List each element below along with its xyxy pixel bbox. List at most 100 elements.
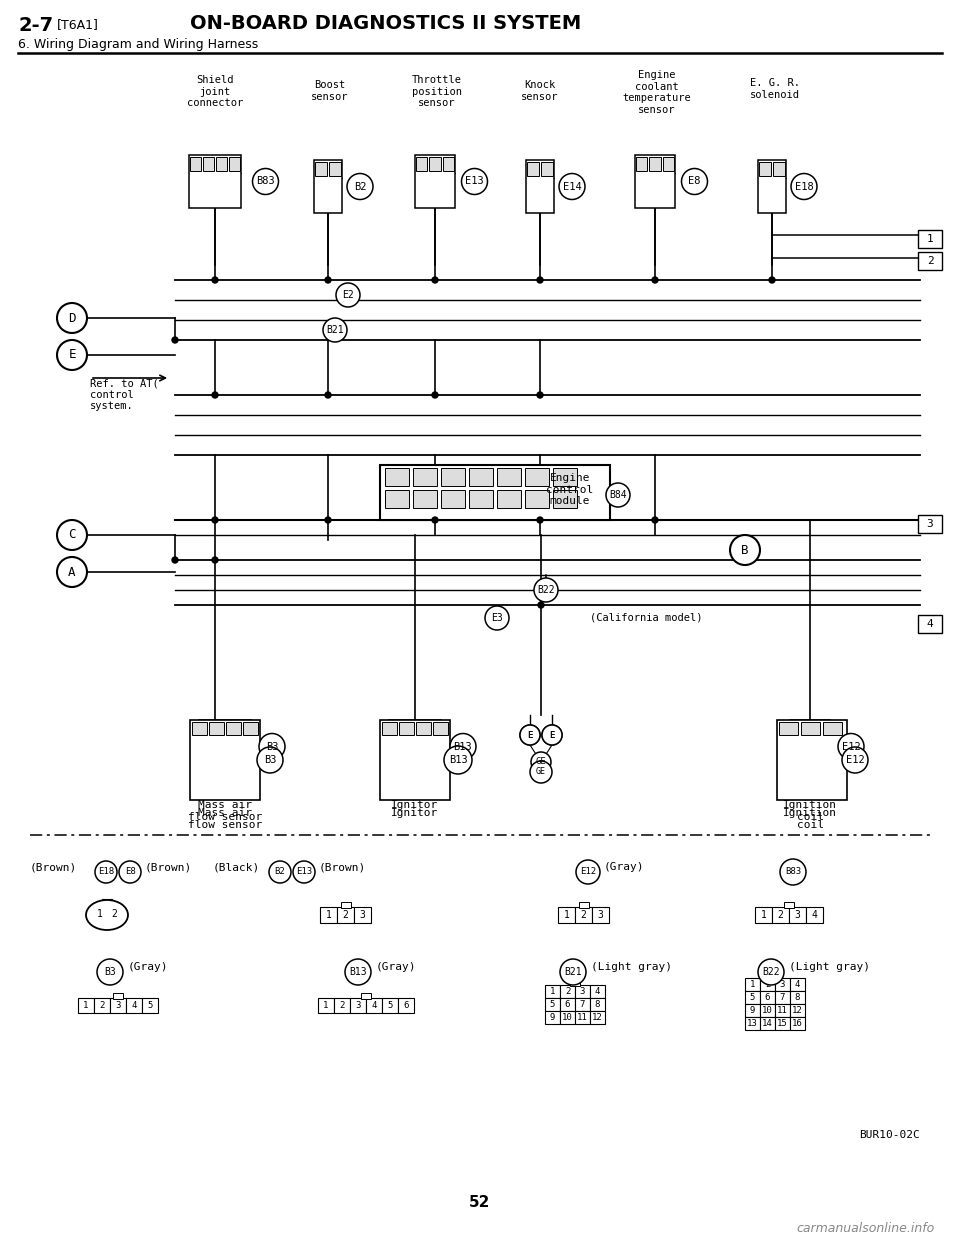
Bar [213,722,224,737]
Text: Knock
sensor: Knock sensor [521,79,559,102]
Text: 1: 1 [564,910,569,920]
Text: 3: 3 [355,1001,361,1010]
Text: B: B [741,544,749,556]
Text: 12: 12 [792,1006,803,1015]
Bar [415,155,455,207]
Text: E: E [549,730,555,739]
Circle shape [212,517,218,523]
Circle shape [780,859,806,886]
Circle shape [325,517,331,523]
Text: Ref. to AT(
control
system.: Ref. to AT( control system. [90,378,158,411]
Bar [380,720,450,800]
Text: C: C [68,529,76,542]
Text: (Brown): (Brown) [145,862,192,872]
Bar [354,907,371,923]
Circle shape [95,861,117,883]
Text: 4: 4 [926,619,933,628]
Bar [575,999,590,1011]
Circle shape [606,483,630,507]
Circle shape [537,277,543,283]
Bar [337,907,354,923]
Text: E: E [527,730,533,739]
Text: E12: E12 [846,755,864,765]
Circle shape [57,303,87,333]
Bar [78,999,94,1013]
Text: Mass air
flow sensor: Mass air flow sensor [188,800,262,822]
Text: 2: 2 [111,909,117,919]
Circle shape [325,392,331,397]
Bar [190,720,260,800]
Bar [801,722,820,735]
Bar [755,907,772,923]
Bar [334,999,350,1013]
Circle shape [269,861,291,883]
Text: (Light gray): (Light gray) [591,963,672,972]
Bar [200,722,211,737]
Text: 2: 2 [581,910,587,920]
Circle shape [538,602,544,609]
Text: 16: 16 [792,1018,803,1028]
Text: Ignition
coil: Ignition coil [783,809,837,830]
Bar [243,722,258,735]
Bar [525,491,549,508]
Text: B3: B3 [104,968,116,977]
Bar [790,977,805,991]
Bar [775,991,790,1004]
Text: 3: 3 [360,910,366,920]
Bar [662,156,674,171]
Text: BUR10-02C: BUR10-02C [859,1130,920,1140]
Bar [770,972,780,979]
Circle shape [485,606,509,630]
Bar [590,999,605,1011]
Bar [380,465,610,520]
Text: E18: E18 [795,181,813,191]
Bar [804,722,816,737]
Text: E14: E14 [563,181,582,191]
Text: 15: 15 [778,1018,788,1028]
Circle shape [97,959,123,985]
Text: 10: 10 [762,1006,773,1015]
Text: Engine
control
module: Engine control module [546,473,593,507]
Bar [823,722,842,735]
Circle shape [432,277,438,283]
Circle shape [838,734,864,760]
Text: 8: 8 [795,994,801,1002]
Text: Throttle
position
sensor: Throttle position sensor [412,75,462,108]
Circle shape [257,746,283,773]
Bar [777,720,847,800]
Text: 3: 3 [926,519,933,529]
Circle shape [57,556,87,587]
Bar [635,155,675,207]
Text: (Black): (Black) [213,862,260,872]
Text: 3: 3 [115,1001,121,1010]
Text: E12: E12 [842,741,860,751]
Text: 2: 2 [926,256,933,266]
Bar [413,491,437,508]
Circle shape [462,169,488,195]
Text: 5: 5 [147,1001,153,1010]
Text: B3: B3 [264,755,276,765]
Bar [102,899,112,905]
Bar [541,161,553,176]
Text: B83: B83 [785,867,801,877]
Bar [560,985,575,999]
Bar [497,491,521,508]
Text: 4: 4 [595,987,600,996]
Text: ON-BOARD DIAGNOSTICS II SYSTEM: ON-BOARD DIAGNOSTICS II SYSTEM [190,14,581,34]
Bar [416,722,431,735]
Text: E: E [549,730,555,739]
Circle shape [293,861,315,883]
Bar [760,977,775,991]
Circle shape [542,725,562,745]
Circle shape [652,517,658,523]
Bar [918,252,942,270]
Circle shape [730,535,760,565]
Text: 14: 14 [762,1018,773,1028]
Bar [558,907,575,923]
Bar [239,722,250,737]
Text: 1: 1 [324,1001,328,1010]
Bar [590,985,605,999]
Text: 5: 5 [550,1000,555,1009]
Bar [341,902,350,908]
Text: 2: 2 [765,980,770,989]
